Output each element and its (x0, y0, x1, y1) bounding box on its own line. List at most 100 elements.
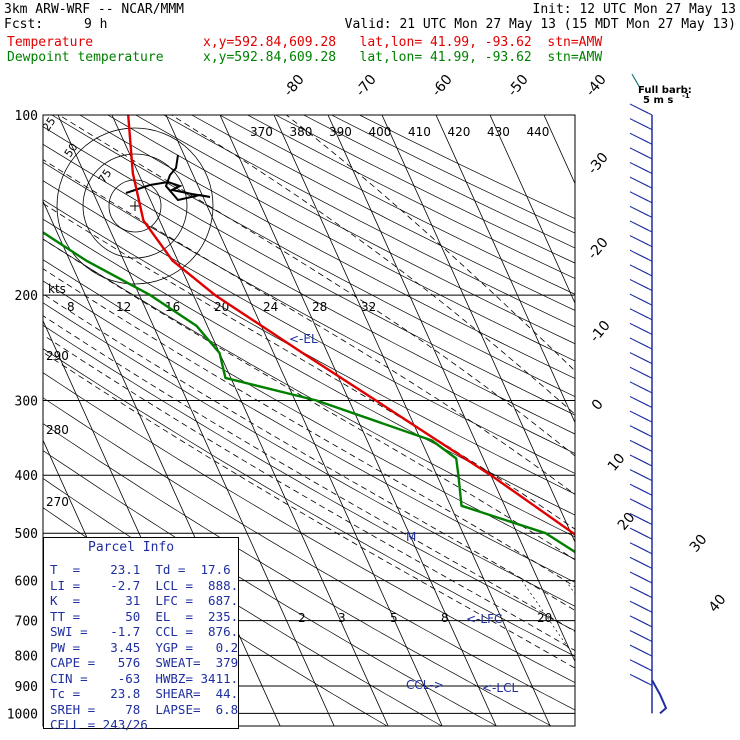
isotherm-line (435, 115, 575, 424)
wind-barb (629, 264, 649, 275)
mixing-ratio-label: 5 (390, 611, 398, 625)
theta-e-label: 400 (369, 125, 392, 139)
wind-barb (629, 439, 649, 450)
moist-adiabat (43, 293, 575, 611)
wind-barb (629, 322, 649, 333)
low-level-wind-barbs (651, 679, 668, 715)
hodograph-axis-label: 20 (214, 300, 229, 314)
sounding-profiles (43, 115, 575, 554)
dewpoint-legend: Dewpoint temperature (7, 50, 164, 65)
pressure-labels: 100 200 300 400 500 600 700 800 900 1000 (7, 109, 38, 722)
pressure-tick-label: 100 (15, 109, 38, 124)
plot-frame (42, 114, 576, 727)
init-time: Init: 12 UTC Mon 27 May 13 (532, 2, 737, 17)
wind-barb (629, 483, 649, 494)
wind-barb (629, 644, 649, 655)
hodograph-unit: kts (48, 282, 66, 296)
theta-e-label: 440 (527, 125, 550, 139)
isotherm-label: -40 (583, 72, 610, 100)
parcel-info-row: K = 31 LFC = 687. (50, 593, 239, 608)
isotherm-line (543, 115, 575, 185)
dry-adiabat (43, 348, 575, 657)
wind-barb (629, 454, 649, 465)
wind-barb (629, 469, 649, 480)
isotherm-label: -20 (585, 235, 612, 263)
isotherm-line (652, 115, 740, 726)
isotherm-label: -60 (429, 72, 456, 100)
isotherm-line (273, 115, 551, 726)
wind-barbs: Full barb:5 m s -1 (629, 73, 692, 715)
dry-adiabat (247, 115, 575, 279)
isotherm-label: -50 (505, 72, 532, 100)
isotherm-label: -70 (353, 72, 380, 100)
parcel-info-row: SWI = -1.7 CCL = 876. (50, 624, 239, 639)
parcel-info-row: CIN = -63 HWBZ= 3411. (50, 670, 239, 686)
moist-adiabat (43, 268, 575, 588)
pressure-tick-label: 500 (15, 527, 38, 542)
theta-e-label: 380 (290, 125, 313, 139)
moist-adiabat (43, 238, 575, 561)
wind-barb (629, 556, 649, 567)
mixing-ratio-line (735, 581, 740, 726)
theta-e-label: 420 (448, 125, 471, 139)
hodograph-ring (82, 153, 188, 259)
model-title: 3km ARW-WRF -- NCAR/MMM (4, 2, 185, 17)
fcst-value: 9 h (84, 17, 108, 32)
dewpoint-line (43, 230, 575, 554)
parcel-info-row: SREH = 78 LAPSE= 6.8 (50, 701, 239, 717)
hodograph-axis-label: 8 (67, 300, 75, 314)
dewpoint-location: x,y=592.84,609.28 lat,lon= 41.99, -93.62… (203, 50, 603, 65)
parcel-info-title: Parcel Info (88, 540, 175, 555)
parcel-info-row: TT = 50 EL = 235. (50, 608, 239, 624)
parcel-info-row: LI = -2.7 LCL = 888. (50, 577, 239, 593)
pressure-tick-label: 300 (15, 394, 38, 409)
isotherm-line (57, 115, 335, 726)
full-barb-label: Full barb: (638, 85, 692, 96)
wind-barb (629, 366, 649, 377)
wind-barb (629, 571, 649, 582)
dry-adiabat (43, 423, 552, 726)
dry-adiabat (43, 372, 575, 683)
hodograph-ring-label: 50 (62, 141, 81, 160)
wind-barb (629, 673, 649, 684)
isotherm-label: -30 (585, 150, 612, 178)
wind-barb (629, 279, 649, 289)
wind-barb (629, 132, 649, 143)
temperature-legend: Temperature (7, 35, 94, 50)
wind-barb (629, 191, 649, 202)
moist-adiabat (43, 315, 575, 632)
isotherm-line (381, 115, 575, 543)
isotherm-line (111, 115, 389, 726)
isotherm-line (706, 115, 740, 726)
moist-adiabat (286, 115, 575, 372)
hodograph-axis-label: 12 (116, 300, 131, 314)
mixing-ratio-label: 2 (298, 611, 306, 625)
pressure-tick-label: 200 (15, 289, 38, 304)
dry-adiabat-label: 270 (46, 495, 69, 509)
wind-barb (629, 630, 649, 640)
isotherm-label: 10 (605, 451, 629, 475)
wind-barb (629, 527, 649, 538)
pressure-tick-label: 900 (15, 680, 38, 695)
wind-barb (629, 220, 649, 231)
dry-adiabat (43, 180, 575, 474)
dry-adiabat (79, 115, 575, 379)
level-annotation: <-LCL (482, 681, 518, 695)
pressure-tick-label: 600 (15, 575, 38, 590)
wind-barb (629, 337, 649, 348)
wind-barb (629, 410, 649, 421)
mixing-ratio-label: 20 (537, 611, 552, 625)
isotherm-label: -10 (587, 318, 614, 346)
full-barb-key (631, 73, 641, 89)
wind-barb (629, 162, 649, 172)
dry-adiabat (43, 199, 575, 495)
diagram-grid (43, 115, 740, 726)
dry-adiabat-label: 280 (46, 423, 69, 437)
hodograph-axis-label: 32 (361, 300, 376, 314)
wind-barb (629, 293, 649, 304)
isotherm-line (219, 115, 497, 726)
pressure-tick-label: 400 (15, 469, 38, 484)
dry-adiabat (51, 115, 575, 398)
wind-barb (629, 498, 649, 509)
